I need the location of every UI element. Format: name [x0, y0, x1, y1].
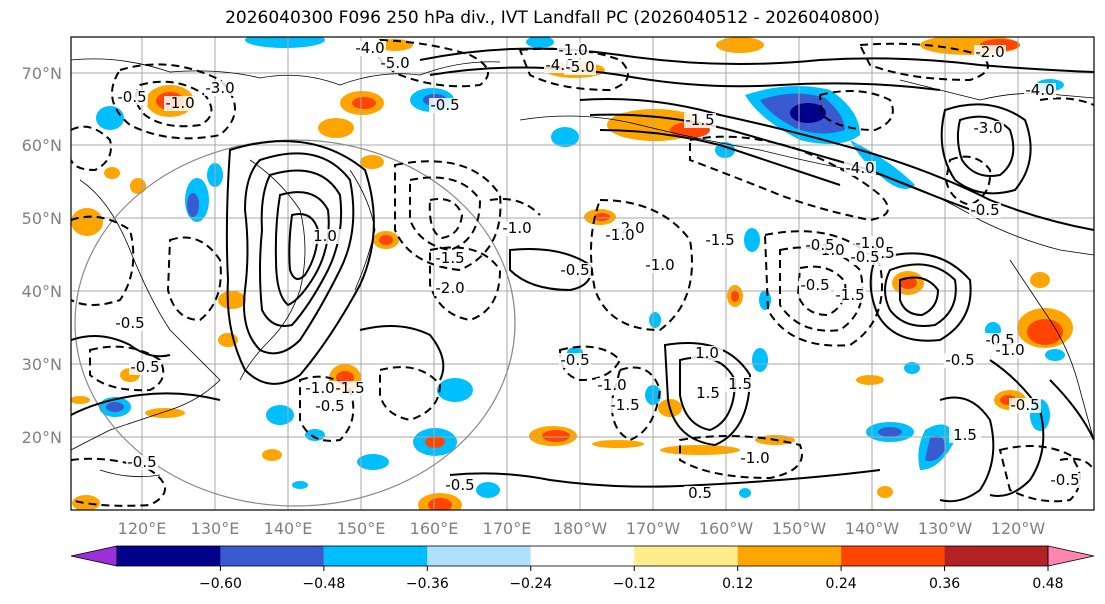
- contour-label: -0.5: [945, 351, 974, 369]
- latitude-label: 40°N: [22, 282, 62, 301]
- colorbar-segment: [634, 546, 738, 566]
- colorbar-extend-low: [70, 545, 118, 567]
- longitude-label: 140°E: [264, 519, 313, 538]
- colorbar-tick-label: 0.12: [722, 576, 753, 592]
- colorbar-tick-label: −0.60: [199, 576, 242, 592]
- contour-label: 1.0: [313, 227, 337, 245]
- longitude-labels: 120°E 130°E 140°E 150°E 160°E 170°E 180°W 170°W…: [118, 519, 1046, 538]
- contour-label: -1.5: [335, 379, 364, 397]
- latitude-label: 20°N: [22, 428, 62, 447]
- contour-label: -2.0: [975, 43, 1004, 61]
- contour-label: -1.0: [165, 94, 194, 112]
- colorbar-segment: [530, 546, 635, 566]
- contour-label: -1.5: [610, 396, 639, 414]
- contour-label: -5.0: [380, 54, 409, 72]
- contour-label: -1.5: [435, 249, 464, 267]
- contour-label: 1.5: [696, 384, 720, 402]
- contour-label: 1.0: [695, 344, 719, 362]
- colorbar-tick-label: −0.24: [509, 576, 552, 592]
- contour-label: -0.5: [127, 453, 156, 471]
- colorbar-tick-label: −0.36: [406, 576, 449, 592]
- contour-label: -4.0: [1025, 81, 1054, 99]
- contour-label: -3.0: [205, 79, 234, 97]
- contour-label: -1.0: [855, 234, 884, 252]
- colorbar-tick-label: 0.24: [826, 576, 857, 592]
- contour-label: -0.5: [800, 276, 829, 294]
- latitude-label: 60°N: [22, 136, 62, 155]
- contour-label: -3.0: [973, 119, 1002, 137]
- contour-label: -4.0: [355, 39, 384, 57]
- colorbar-extend-high: [1047, 545, 1095, 567]
- longitude-label: 120°E: [118, 519, 167, 538]
- contour-label: -1.5: [705, 231, 734, 249]
- longitude-label: 130°W: [918, 519, 973, 538]
- colorbar-tick-label: 0.48: [1032, 576, 1063, 592]
- latitude-label: 50°N: [22, 209, 62, 228]
- longitude-label: 120°W: [991, 519, 1046, 538]
- contour-label: -0.5: [445, 476, 474, 494]
- map-frame: [70, 36, 1095, 511]
- latitude-label: 70°N: [22, 64, 62, 83]
- contour-label: -0.5: [850, 248, 879, 266]
- contour-label: 1.5: [728, 375, 752, 393]
- contour-label: -1.0: [740, 449, 769, 467]
- contour-label: -0.5: [560, 351, 589, 369]
- longitude-label: 170°E: [483, 519, 532, 538]
- colorbar-segment: [737, 546, 842, 566]
- contour-label: -0.5: [805, 236, 834, 254]
- latitude-labels: 70°N 60°N 50°N 40°N 30°N 20°N: [22, 64, 62, 447]
- contour-label: -0.5: [430, 96, 459, 114]
- contour-label: -1.0: [558, 41, 587, 59]
- contour-label: -4.0: [845, 159, 874, 177]
- contour-label: -0.5: [970, 201, 999, 219]
- colorbar-tick-label: 0.36: [929, 576, 960, 592]
- contour-label: -0.5: [1010, 396, 1039, 414]
- longitude-label: 180°W: [553, 519, 608, 538]
- longitude-label: 140°W: [845, 519, 900, 538]
- contour-label: -1.0: [645, 256, 674, 274]
- longitude-label: 170°W: [626, 519, 681, 538]
- latitude-label: 30°N: [22, 355, 62, 374]
- projection-circle: [74, 139, 516, 507]
- contour-label: -1.5: [685, 111, 714, 129]
- colorbar-segment: [220, 546, 324, 566]
- map-gridlines: [71, 37, 1094, 510]
- contour-label: -1.0: [605, 226, 634, 244]
- longitude-label: 160°W: [699, 519, 754, 538]
- contour-label: -0.5: [117, 88, 146, 106]
- contour-label: 0.5: [688, 484, 712, 502]
- colorbar-segment: [841, 546, 945, 566]
- contour-label: -1.5: [835, 286, 864, 304]
- contour-label: -0.5: [130, 358, 159, 376]
- map-title: 2026040300 F096 250 hPa div., IVT Landfa…: [225, 8, 880, 28]
- contour-label: -1.0: [305, 379, 334, 397]
- longitude-label: 130°E: [191, 519, 240, 538]
- contour-label: -0.5: [1050, 471, 1079, 489]
- colorbar-segment: [427, 546, 531, 566]
- colorbar-segment: [323, 546, 428, 566]
- contour-label: -0.5: [560, 261, 589, 279]
- contour-label: -0.5: [115, 314, 144, 332]
- colorbar-segment: [944, 546, 1048, 566]
- contour-label: -0.5: [315, 397, 344, 415]
- contour-label: -2.0: [435, 279, 464, 297]
- colorbar-segment: [117, 546, 221, 566]
- longitude-label: 150°E: [337, 519, 386, 538]
- contour-labels: -3.0-1.0-0.5-4.0-5.0-1.0-4.0-5.0-0.5-4.0…: [114, 39, 1081, 502]
- contour-label: -1.0: [502, 219, 531, 237]
- longitude-label: 150°W: [772, 519, 827, 538]
- colorbar: −0.60 −0.48 −0.36 −0.24 −0.12 0.12 0.24 0.36 0.4…: [70, 545, 1095, 592]
- contour-label: -1.0: [597, 376, 626, 394]
- contour-label: -1.0: [995, 341, 1024, 359]
- colorbar-tick-label: −0.48: [302, 576, 345, 592]
- colorbar-tick-label: −0.12: [613, 576, 656, 592]
- longitude-label: 160°E: [410, 519, 459, 538]
- contour-label: -5.0: [565, 58, 594, 76]
- contour-label: 1.5: [953, 426, 977, 444]
